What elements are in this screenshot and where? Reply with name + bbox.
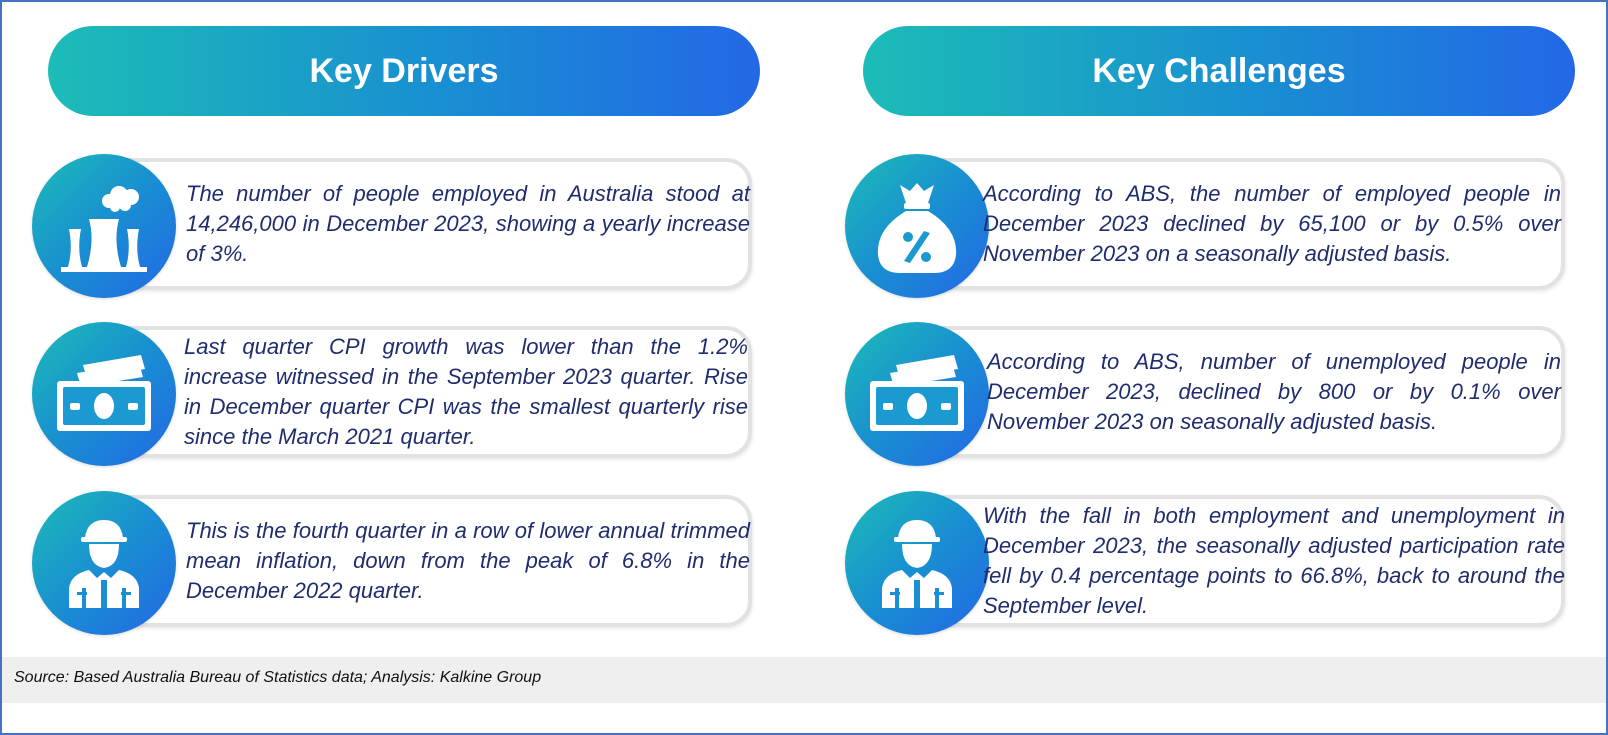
card-text: According to ABS, number of unemployed p… [987,330,1561,454]
card-text-content: Last quarter CPI growth was lower than t… [184,334,748,449]
key-challenges-header: Key Challenges [863,26,1575,116]
card-box [104,495,752,627]
source-text: Source: Based Australia Bureau of Statis… [14,669,542,686]
key-challenges-column: Key Challenges [845,2,1585,662]
card-text-content: The number of people employed in Austral… [186,181,750,266]
money-icon [32,322,176,466]
money-icon [845,322,989,466]
card-text: With the fall in both employment and une… [983,499,1565,623]
money-bag-percent-icon [845,154,989,298]
source-footer: Source: Based Australia Bureau of Statis… [2,657,1606,703]
card-text: Last quarter CPI growth was lower than t… [184,330,748,454]
card-box [917,495,1565,627]
card-box [917,158,1565,290]
card-text-content: This is the fourth quarter in a row of l… [186,518,750,603]
worker-icon [845,491,989,635]
card-text: The number of people employed in Austral… [186,162,750,286]
card-text: This is the fourth quarter in a row of l… [186,499,750,623]
driver-card: Last quarter CPI growth was lower than t… [32,322,772,466]
driver-card: The number of people employed in Austral… [32,154,772,298]
challenge-card: According to ABS, the number of employed… [845,154,1585,298]
key-drivers-column: Key Drivers [32,2,772,662]
driver-card: This is the fourth quarter in a row of l… [32,491,772,635]
challenge-card: According to ABS, number of unemployed p… [845,322,1585,466]
card-text-content: According to ABS, the number of employed… [983,181,1561,266]
card-text-content: With the fall in both employment and une… [983,503,1565,618]
card-text-content: According to ABS, number of unemployed p… [987,349,1561,434]
challenge-card: With the fall in both employment and une… [845,491,1585,635]
card-text: According to ABS, the number of employed… [983,162,1561,286]
factory-icon [32,154,176,298]
card-box [104,158,752,290]
key-drivers-header: Key Drivers [48,26,760,116]
worker-icon [32,491,176,635]
card-box [917,326,1565,458]
